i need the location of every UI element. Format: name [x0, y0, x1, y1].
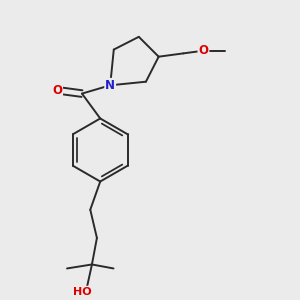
- Text: N: N: [105, 79, 115, 92]
- Text: O: O: [199, 44, 208, 57]
- Text: HO: HO: [73, 287, 92, 297]
- Text: O: O: [52, 84, 62, 97]
